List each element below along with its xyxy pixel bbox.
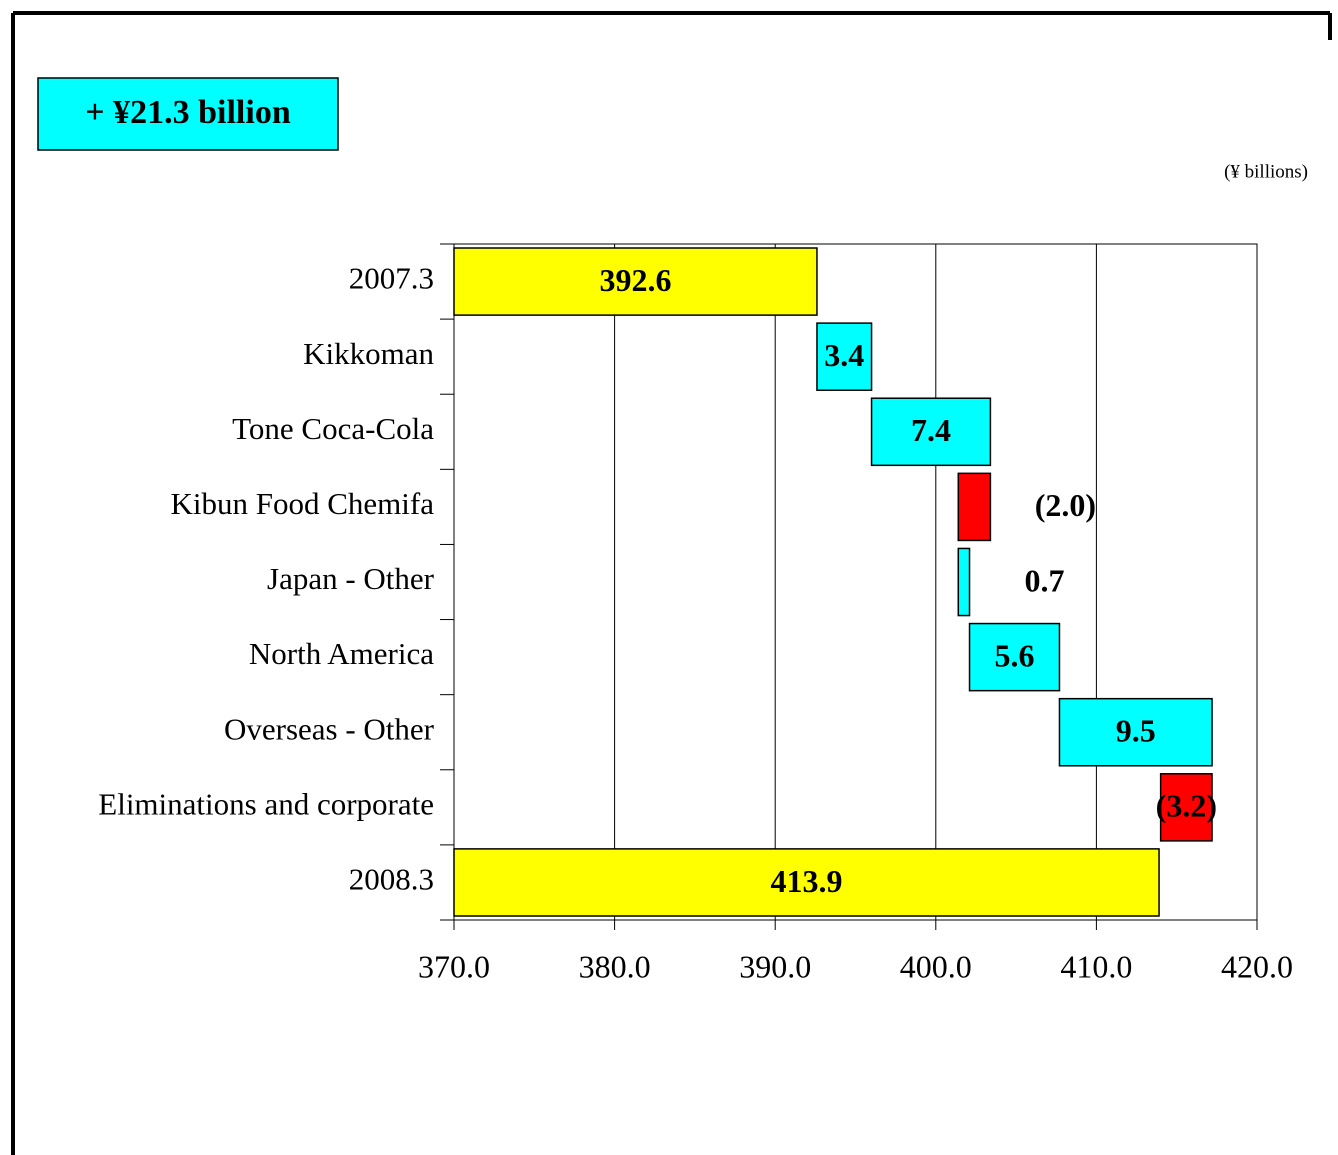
value-label: (2.0)	[1035, 487, 1096, 523]
bar	[1058, 697, 1213, 767]
x-tick-label: 370.0	[418, 948, 490, 984]
value-label: 5.6	[994, 637, 1034, 673]
x-tick-label: 410.0	[1060, 948, 1132, 984]
annotation: + ¥21.3 billion	[85, 94, 291, 131]
bar	[453, 848, 1160, 917]
category-label: 2008.3	[349, 862, 434, 897]
bar	[870, 397, 992, 467]
value-label: 413.9	[771, 863, 843, 899]
bar	[1159, 773, 1213, 842]
unit-label: (¥ billions)	[1224, 161, 1308, 182]
value-label: 7.4	[911, 412, 951, 448]
x-tick-label: 400.0	[900, 948, 972, 984]
bar	[957, 547, 971, 617]
category-label: Tone Coca-Cola	[232, 411, 434, 446]
bar	[968, 622, 1061, 692]
category-label: Kibun Food Chemifa	[171, 486, 435, 521]
x-tick-label: 390.0	[739, 948, 811, 984]
value-label: 0.7	[1025, 562, 1065, 598]
value-label: (3.2)	[1156, 788, 1217, 824]
x-tick-label: 380.0	[579, 948, 651, 984]
bar	[453, 247, 818, 316]
category-label: Overseas - Other	[224, 711, 435, 746]
x-tick-label: 420.0	[1221, 948, 1293, 984]
value-label: 9.5	[1116, 713, 1156, 749]
value-label: 3.4	[824, 337, 864, 373]
bar	[957, 472, 992, 542]
bar	[816, 322, 873, 391]
annotation-box	[37, 77, 339, 151]
category-label: 2007.3	[349, 261, 434, 296]
value-label: 392.6	[599, 262, 671, 298]
category-label: Eliminations and corporate	[98, 786, 434, 821]
category-label: Japan - Other	[267, 561, 435, 596]
category-label: Kikkoman	[303, 336, 434, 371]
category-label: North America	[249, 636, 434, 671]
